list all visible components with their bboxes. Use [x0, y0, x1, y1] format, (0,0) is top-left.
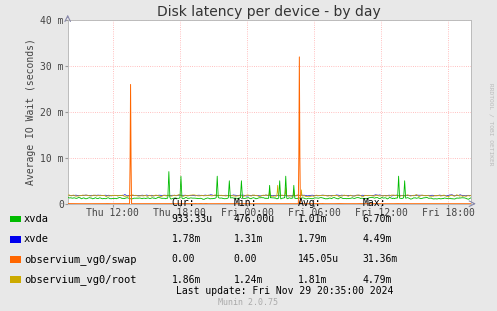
Text: 6.70m: 6.70m — [363, 214, 392, 224]
Text: 1.31m: 1.31m — [234, 234, 263, 244]
Text: 0.00: 0.00 — [171, 254, 195, 264]
Text: observium_vg0/swap: observium_vg0/swap — [24, 254, 136, 265]
Text: Last update: Fri Nov 29 20:35:00 2024: Last update: Fri Nov 29 20:35:00 2024 — [176, 286, 394, 296]
Text: 1.86m: 1.86m — [171, 275, 201, 285]
Text: 1.78m: 1.78m — [171, 234, 201, 244]
Text: xvda: xvda — [24, 214, 49, 224]
Text: 1.79m: 1.79m — [298, 234, 328, 244]
Text: 476.00u: 476.00u — [234, 214, 275, 224]
Text: 933.33u: 933.33u — [171, 214, 213, 224]
Text: observium_vg0/root: observium_vg0/root — [24, 274, 136, 285]
Text: Cur:: Cur: — [171, 198, 195, 208]
Text: xvde: xvde — [24, 234, 49, 244]
Text: 4.49m: 4.49m — [363, 234, 392, 244]
Title: Disk latency per device - by day: Disk latency per device - by day — [158, 5, 381, 19]
Text: 0.00: 0.00 — [234, 254, 257, 264]
Text: 145.05u: 145.05u — [298, 254, 339, 264]
Text: 1.81m: 1.81m — [298, 275, 328, 285]
Text: Munin 2.0.75: Munin 2.0.75 — [219, 298, 278, 307]
Text: Avg:: Avg: — [298, 198, 322, 208]
Y-axis label: Average IO Wait (seconds): Average IO Wait (seconds) — [26, 39, 36, 185]
Text: 4.79m: 4.79m — [363, 275, 392, 285]
Text: RRDTOOL / TOBI OETIKER: RRDTOOL / TOBI OETIKER — [488, 83, 493, 166]
Text: Min:: Min: — [234, 198, 257, 208]
Text: Max:: Max: — [363, 198, 386, 208]
Text: 1.01m: 1.01m — [298, 214, 328, 224]
Text: 1.24m: 1.24m — [234, 275, 263, 285]
Text: 31.36m: 31.36m — [363, 254, 398, 264]
